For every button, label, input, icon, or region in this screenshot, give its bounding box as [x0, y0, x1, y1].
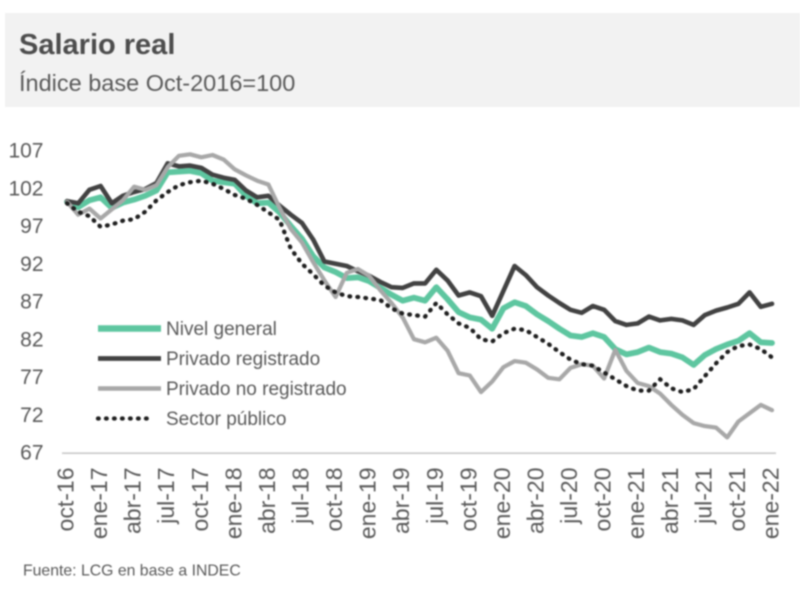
svg-text:oct-20: oct-20	[590, 468, 616, 532]
svg-text:ene-17: ene-17	[86, 468, 112, 540]
svg-text:oct-19: oct-19	[455, 468, 481, 532]
svg-text:Nivel general: Nivel general	[166, 319, 277, 340]
svg-text:97: 97	[20, 215, 43, 238]
svg-text:82: 82	[20, 328, 43, 351]
svg-text:abr-18: abr-18	[254, 468, 280, 534]
svg-text:Privado registrado: Privado registrado	[166, 349, 320, 370]
svg-text:ene-20: ene-20	[489, 468, 515, 540]
svg-text:abr-19: abr-19	[388, 468, 414, 534]
svg-text:Sector público: Sector público	[166, 409, 286, 430]
svg-text:abr-21: abr-21	[657, 468, 683, 534]
svg-text:abr-17: abr-17	[120, 468, 146, 534]
svg-text:92: 92	[20, 253, 43, 276]
svg-text:oct-16: oct-16	[53, 468, 79, 532]
svg-text:ene-19: ene-19	[355, 468, 381, 540]
svg-text:jul-17: jul-17	[153, 468, 179, 525]
svg-text:Fuente: LCG en base a INDEC: Fuente: LCG en base a INDEC	[23, 563, 241, 580]
svg-text:jul-21: jul-21	[690, 468, 716, 525]
svg-text:87: 87	[20, 291, 43, 314]
svg-text:107: 107	[8, 140, 43, 163]
svg-text:ene-18: ene-18	[220, 468, 246, 540]
svg-text:jul-19: jul-19	[422, 468, 448, 525]
svg-text:oct-18: oct-18	[321, 468, 347, 532]
svg-text:oct-17: oct-17	[187, 468, 213, 532]
svg-text:oct-21: oct-21	[724, 468, 750, 532]
svg-text:ene-22: ene-22	[758, 468, 784, 540]
svg-text:67: 67	[20, 442, 43, 465]
svg-text:Privado no registrado: Privado no registrado	[166, 379, 347, 400]
svg-text:102: 102	[8, 177, 43, 200]
svg-text:ene-21: ene-21	[623, 468, 649, 540]
svg-text:77: 77	[20, 366, 43, 389]
svg-text:abr-20: abr-20	[523, 468, 549, 534]
svg-text:jul-20: jul-20	[556, 468, 582, 525]
svg-text:72: 72	[20, 404, 43, 427]
svg-text:jul-18: jul-18	[288, 468, 314, 525]
